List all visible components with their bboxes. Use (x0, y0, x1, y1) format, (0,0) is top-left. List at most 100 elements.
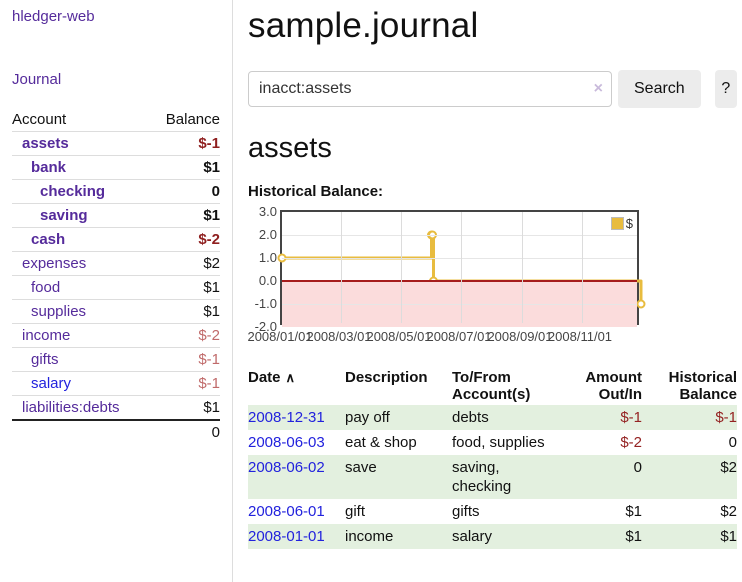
transaction-date-link[interactable]: 2008-06-02 (248, 459, 325, 476)
y-axis-tick: -2.0 (254, 319, 277, 334)
account-link[interactable]: checking (40, 183, 106, 200)
chart-legend: $ (610, 216, 633, 231)
transaction-balance: $2 (720, 503, 737, 520)
transaction-row: 2008-06-02 save saving, checking 0 $2 (248, 455, 737, 499)
account-link[interactable]: gifts (31, 351, 59, 368)
transaction-description: income (345, 528, 394, 545)
account-heading: assets (248, 132, 332, 164)
account-link[interactable]: assets (22, 135, 69, 152)
header-balance: Historical Balance (668, 369, 737, 403)
transaction-row: 2008-06-01 gift gifts $1 $2 (248, 499, 737, 524)
sidebar: hledger-web Journal Account Balance asse… (0, 0, 233, 582)
x-axis-tick: 2008/11/01 (547, 329, 613, 344)
clear-search-icon[interactable]: × (593, 80, 603, 97)
transaction-description: gift (345, 503, 366, 520)
search-bar: × Search ? (248, 70, 737, 108)
account-row: bank $1 (12, 155, 220, 180)
accounts-total-balance: 0 (211, 424, 220, 441)
search-button[interactable]: Search (618, 70, 701, 108)
header-date[interactable]: Date ∧ (248, 369, 296, 386)
account-link[interactable]: bank (31, 159, 67, 176)
account-balance: $-1 (198, 351, 220, 368)
header-accounts: To/From Account(s) (452, 369, 531, 403)
account-balance: 0 (211, 183, 220, 200)
transaction-date-link[interactable]: 2008-06-03 (248, 434, 325, 451)
account-row: checking 0 (12, 179, 220, 204)
x-axis-tick: 2008/07/01 (426, 329, 492, 344)
x-axis-tick: 2008/09/01 (487, 329, 553, 344)
account-balance: $1 (203, 303, 220, 320)
transaction-description: save (345, 459, 377, 476)
transaction-amount: $-1 (620, 409, 642, 426)
account-row: supplies $1 (12, 299, 220, 324)
account-row: food $1 (12, 275, 220, 300)
account-balance: $1 (203, 159, 220, 176)
accounts-header-balance: Balance (165, 111, 220, 128)
transaction-description: eat & shop (345, 434, 417, 451)
transactions-table: Date ∧ Description To/From Account(s) Amo… (248, 367, 737, 549)
transaction-amount: $1 (625, 528, 642, 545)
chart-plot-area: $ 3.0 2.0 1.0 0.0 -1.0 -2.0 (255, 205, 646, 334)
page-title: sample.journal (248, 6, 479, 45)
transactions-table-header: Date ∧ Description To/From Account(s) Amo… (248, 367, 737, 405)
account-balance: $-1 (198, 375, 220, 392)
transaction-balance: $1 (720, 528, 737, 545)
legend-label: $ (625, 216, 633, 231)
chart-x-axis-labels: 2008/01/01 2008/03/01 2008/05/01 2008/07/01… (247, 329, 639, 347)
account-balance: $-2 (198, 231, 220, 248)
account-balance: $1 (203, 279, 220, 296)
account-link[interactable]: income (22, 327, 71, 344)
accounts-total-row: 0 (12, 420, 220, 444)
account-link[interactable]: liabilities:debts (22, 399, 120, 416)
account-row: expenses $2 (12, 251, 220, 276)
account-link[interactable]: cash (31, 231, 66, 248)
account-row: income $-2 (12, 323, 220, 348)
account-balance: $2 (203, 255, 220, 272)
account-balance: $-1 (198, 135, 220, 152)
account-row: salary $-1 (12, 371, 220, 396)
chart-heading: Historical Balance: (248, 183, 384, 200)
y-axis-tick: -1.0 (254, 296, 277, 311)
legend-swatch-icon (610, 217, 624, 230)
y-axis-tick: 1.0 (258, 250, 277, 265)
account-link[interactable]: expenses (22, 255, 87, 272)
sidebar-item-journal[interactable]: Journal (12, 71, 62, 88)
transaction-amount: $1 (625, 503, 642, 520)
transaction-balance: $-1 (715, 409, 737, 426)
account-link[interactable]: salary (31, 375, 72, 392)
search-input[interactable] (248, 71, 612, 107)
transaction-balance: $2 (720, 459, 737, 476)
transaction-accounts: salary (452, 528, 493, 545)
transaction-row: 2008-06-03 eat & shop food, supplies $-2… (248, 430, 737, 455)
transaction-description: pay off (345, 409, 390, 426)
transaction-date-link[interactable]: 2008-06-01 (248, 503, 325, 520)
account-row: saving $1 (12, 203, 220, 228)
header-amount: Amount Out/In (585, 369, 642, 403)
account-link[interactable]: supplies (31, 303, 87, 320)
transaction-row: 2008-12-31 pay off debts $-1 $-1 (248, 405, 737, 430)
account-row: liabilities:debts $1 (12, 395, 220, 421)
transaction-accounts: gifts (452, 503, 480, 520)
account-balance: $-2 (198, 327, 220, 344)
transaction-accounts: food, supplies (452, 434, 545, 451)
y-axis-tick: 0.0 (258, 273, 277, 288)
x-axis-tick: 2008/03/01 (306, 329, 372, 344)
accounts-table-header: Account Balance (12, 108, 220, 132)
account-link[interactable]: saving (40, 207, 88, 224)
help-button[interactable]: ? (714, 70, 737, 108)
sort-asc-icon: ∧ (285, 370, 296, 385)
account-row: cash $-2 (12, 227, 220, 252)
accounts-header-account: Account (12, 111, 67, 128)
transaction-balance: 0 (728, 434, 737, 451)
account-row: gifts $-1 (12, 347, 220, 372)
account-row: assets $-1 (12, 131, 220, 156)
y-axis-tick: 3.0 (258, 204, 277, 219)
y-axis-tick: 2.0 (258, 227, 277, 242)
transaction-amount: $-2 (620, 434, 642, 451)
brand-link[interactable]: hledger-web (12, 8, 95, 25)
transaction-date-link[interactable]: 2008-01-01 (248, 528, 325, 545)
transaction-date-link[interactable]: 2008-12-31 (248, 409, 325, 426)
transaction-amount: 0 (633, 459, 642, 476)
transaction-row: 2008-01-01 income salary $1 $1 (248, 524, 737, 549)
account-link[interactable]: food (31, 279, 61, 296)
